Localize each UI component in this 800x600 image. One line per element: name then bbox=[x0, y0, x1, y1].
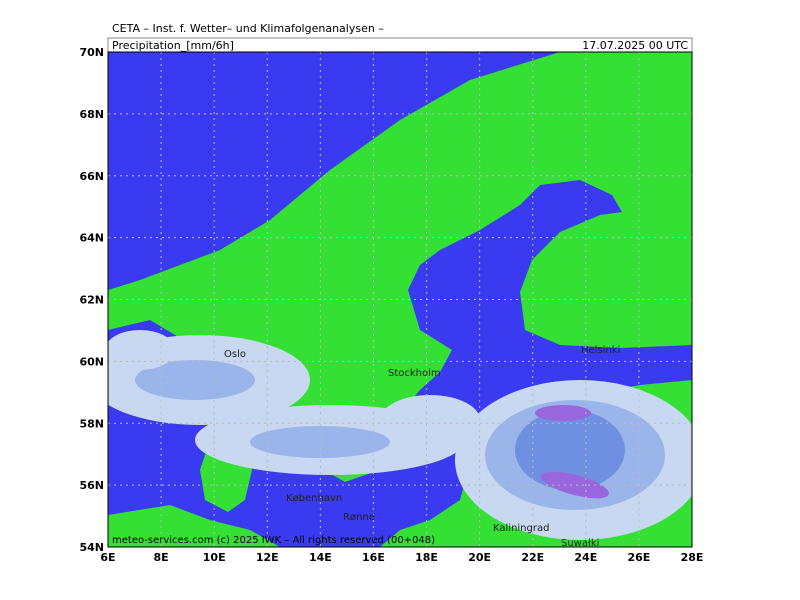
valid-time: 17.07.2025 00 UTC bbox=[582, 39, 688, 52]
map-frame bbox=[107, 51, 693, 548]
lon-label: 10E bbox=[203, 551, 226, 564]
land-germany bbox=[108, 505, 280, 547]
lon-label: 28E bbox=[681, 551, 704, 564]
lon-label: 20E bbox=[468, 551, 491, 564]
precipitation bbox=[108, 330, 692, 540]
graticule bbox=[108, 52, 692, 547]
place-label: Oslo bbox=[224, 349, 246, 360]
place-label: Suwałki bbox=[561, 538, 599, 549]
footer: meteo-services.com (c) 2025 IWK – All ri… bbox=[112, 535, 435, 546]
lon-label: 14E bbox=[309, 551, 332, 564]
map-area bbox=[108, 52, 692, 547]
lon-label: 22E bbox=[521, 551, 544, 564]
field-name: Precipitation_[mm/6h] bbox=[112, 39, 234, 52]
lat-label: 54N bbox=[79, 541, 104, 554]
lat-label: 66N bbox=[79, 170, 104, 183]
lon-label: 26E bbox=[627, 551, 650, 564]
lon-label: 16E bbox=[362, 551, 385, 564]
lon-label: 24E bbox=[574, 551, 597, 564]
lat-label: 70N bbox=[79, 46, 104, 59]
header-title: CETA – Inst. f. Wetter– und Klimafolgena… bbox=[112, 22, 384, 35]
place-label: Stockholm bbox=[388, 368, 441, 379]
lat-label: 58N bbox=[79, 417, 104, 430]
lat-label: 60N bbox=[79, 355, 104, 368]
lat-label: 68N bbox=[79, 108, 104, 121]
lon-label: 8E bbox=[154, 551, 169, 564]
lat-label: 62N bbox=[79, 294, 104, 307]
lat-label: 64N bbox=[79, 232, 104, 245]
place-label: København bbox=[286, 493, 342, 504]
lat-label: 56N bbox=[79, 479, 104, 492]
lon-label: 6E bbox=[100, 551, 115, 564]
place-label: Helsinki bbox=[581, 345, 620, 356]
place-label: Kaliningrad bbox=[493, 523, 549, 534]
lon-label: 12E bbox=[256, 551, 279, 564]
place-label: Rønne bbox=[343, 512, 375, 523]
lon-label: 18E bbox=[415, 551, 438, 564]
